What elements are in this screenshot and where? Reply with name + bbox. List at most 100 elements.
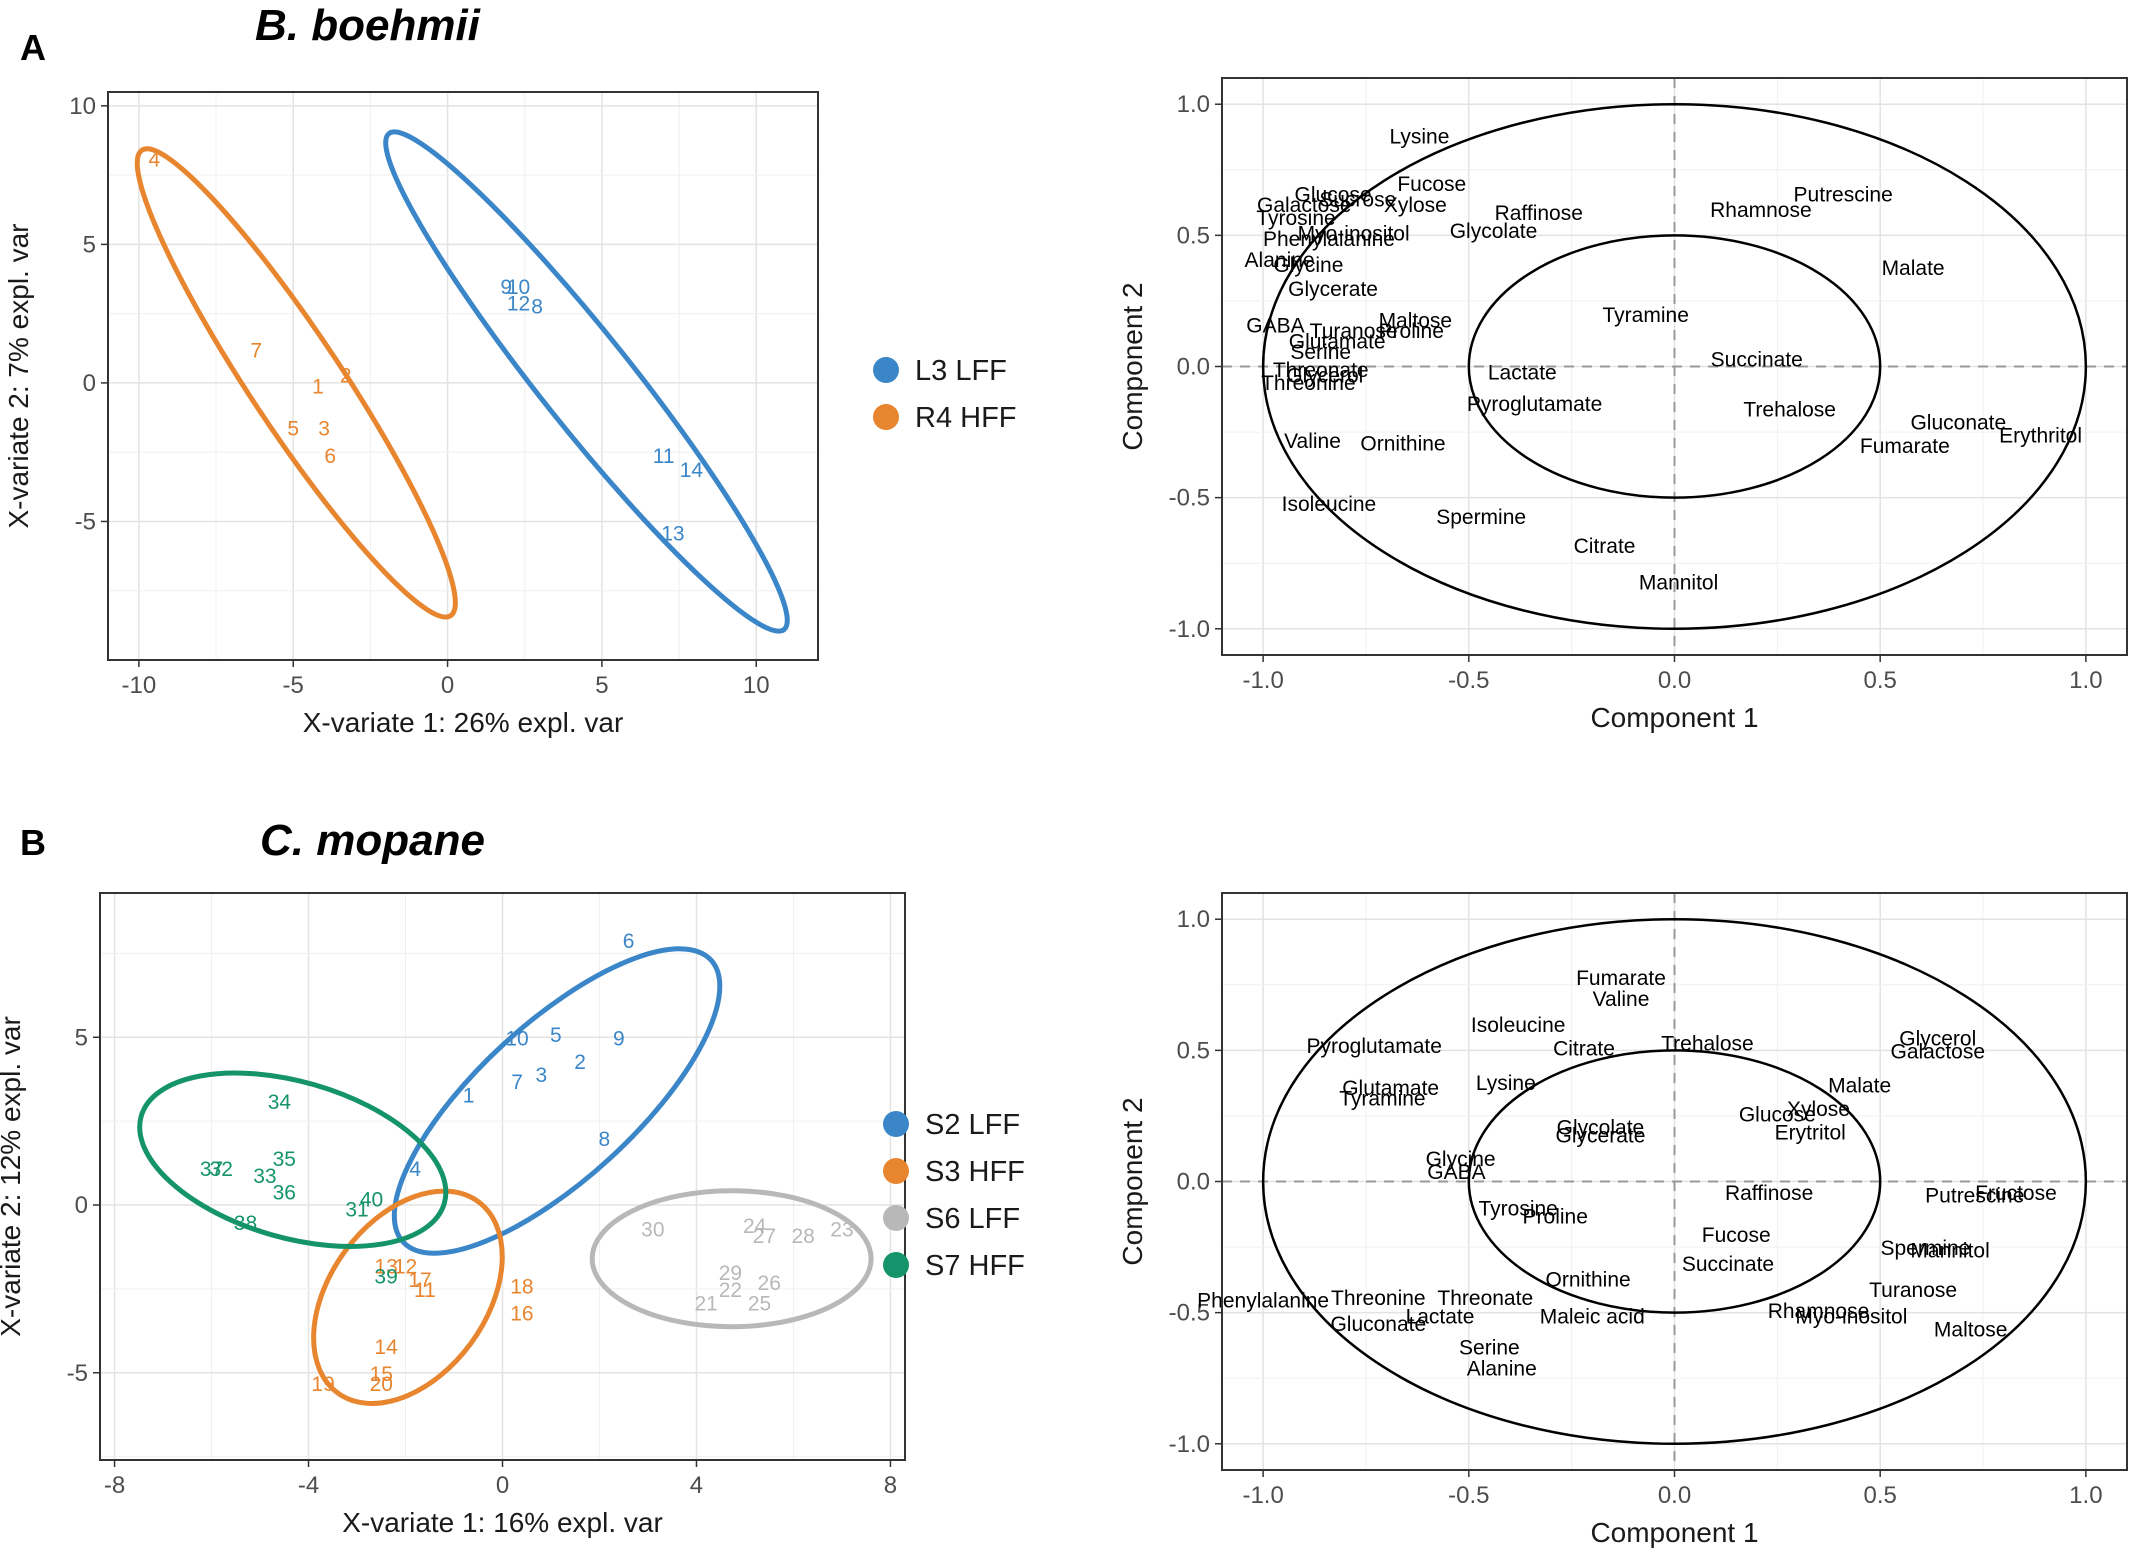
sample-label-s6-lff: 22 [719,1279,742,1302]
variable-label-threonate: Threonate [1273,359,1369,382]
sample-label-l3-lff: 14 [680,459,704,482]
variable-label-putrescine: Putrescine [1925,1185,2024,1208]
variable-label-glutamate: Glutamate [1342,1077,1439,1100]
sample-label-s2-lff: 9 [613,1027,625,1050]
variable-label-threonine: Threonine [1331,1287,1426,1310]
sample-label-s2-lff: 1 [463,1084,475,1107]
x-tick-label: 0.0 [1658,667,1691,694]
plot-border [1221,892,2128,1471]
variable-label-gluconate: Gluconate [1910,412,2006,435]
x-tick-label: 0 [441,672,454,699]
variable-label-gaba: GABA [1427,1161,1485,1184]
legend-label-r4-hff: R4 HFF [915,402,1017,434]
x-axis-title: X-variate 1: 16% expl. var [342,1507,663,1538]
variable-label-glycine: Glycine [1426,1148,1496,1171]
sample-label-s2-lff: 10 [505,1027,528,1050]
variable-label-galactose: Galactose [1890,1040,1985,1063]
variable-label-erytritol: Erytritol [1775,1122,1846,1145]
variable-label-ornithine: Ornithine [1360,433,1445,456]
x-tick-label: 0.0 [1658,1482,1691,1509]
variable-label-glycine: Glycine [1273,254,1343,277]
sample-label-s6-lff: 21 [694,1292,717,1315]
sample-label-r4-hff: 5 [287,417,299,440]
x-tick-label: 0.5 [1863,667,1896,694]
species-title-b: C. mopane [260,816,485,865]
variable-label-raffinose: Raffinose [1725,1182,1813,1205]
variable-label-sucrose: Sucrose [1319,189,1396,212]
variable-label-threonate: Threonate [1437,1287,1533,1310]
sample-label-s2-lff: 4 [409,1158,421,1181]
variable-label-turanose: Turanose [1310,320,1398,343]
x-axis-title: Component 1 [1590,702,1758,733]
variable-label-malate: Malate [1828,1074,1891,1097]
legend-swatch-s3-hff [883,1158,909,1184]
y-tick-label: 0.5 [1177,222,1210,249]
legend-label-s3-hff: S3 HFF [925,1156,1025,1188]
y-tick-label: 0 [75,1192,88,1219]
y-tick-label: 0 [83,370,96,397]
sample-label-s3-hff: 16 [510,1302,533,1325]
variable-label-myo-inositol: Myo-inositol [1298,223,1410,246]
variable-label-citrate: Citrate [1574,535,1636,558]
sample-label-r4-hff: 6 [324,445,336,468]
x-axis-title: X-variate 1: 26% expl. var [303,707,624,738]
x-tick-label: 8 [884,1472,897,1499]
variable-label-proline: Proline [1379,320,1444,343]
variable-label-glycolate: Glycolate [1450,220,1538,243]
x-tick-label: -0.5 [1448,1482,1489,1509]
variable-label-ornithine: Ornithine [1546,1269,1631,1292]
sample-label-s6-lff: 23 [830,1219,853,1242]
sample-label-s3-hff: 14 [374,1336,398,1359]
y-axis-title: Component 2 [1117,1097,1148,1265]
sample-label-s7-hff: 31 [345,1198,368,1221]
legend-swatch-s6-lff [883,1205,909,1231]
sample-label-s3-hff: 12 [394,1255,417,1278]
sample-label-r4-hff: 1 [312,376,324,399]
sample-label-s2-lff: 6 [623,930,635,953]
sample-label-l3-lff: 11 [653,445,675,468]
y-tick-label: 1.0 [1177,906,1210,933]
y-tick-label: -1.0 [1169,616,1210,643]
y-tick-label: 0.5 [1177,1037,1210,1064]
x-tick-label: 1.0 [2069,667,2102,694]
x-tick-label: -0.5 [1448,667,1489,694]
legend-label-l3-lff: L3 LFF [915,355,1007,387]
variable-label-citrate: Citrate [1553,1038,1615,1061]
variable-label-mannitol: Mannitol [1910,1240,1989,1263]
variable-label-fucose: Fucose [1702,1224,1771,1247]
variable-label-turanose: Turanose [1869,1279,1957,1302]
variable-label-malate: Malate [1882,257,1945,280]
x-tick-label: -4 [298,1472,319,1499]
confidence-ellipse-s6-lff [589,1188,874,1330]
variable-label-pyroglutamate: Pyroglutamate [1467,393,1602,416]
sample-label-s6-lff: 24 [743,1215,767,1238]
plot-border [107,91,819,661]
variable-label-tyrosine: Tyrosine [1256,207,1335,230]
sample-label-r4-hff: 4 [148,148,160,171]
x-tick-label: -8 [104,1472,125,1499]
variable-label-fumarate: Fumarate [1860,435,1950,458]
sample-label-s2-lff: 8 [598,1128,610,1151]
x-tick-label: -1.0 [1242,667,1283,694]
variable-label-phenylalanine: Phenylalanine [1197,1290,1329,1313]
variable-label-lysine: Lysine [1476,1072,1536,1095]
sample-label-r4-hff: 2 [340,365,352,388]
chart-b-loadings: -1.0 -0.5 0.0 0.5 1.0 -1.0 -0.5 0.0 0.5 1.0 Compon… [1117,892,2128,1548]
variable-label-putrescine: Putrescine [1794,183,1893,206]
variable-label-valine: Valine [1593,988,1650,1011]
sample-label-s7-hff: 37 [200,1158,223,1181]
y-tick-label: 10 [69,93,96,120]
variable-label-lactate: Lactate [1406,1305,1475,1328]
x-tick-label: 0 [496,1472,509,1499]
inner-correlation-circle [1467,1049,1882,1314]
variable-label-succinate: Succinate [1711,349,1803,372]
x-tick-label: 5 [595,672,608,699]
sample-label-s6-lff: 29 [719,1262,742,1285]
sample-label-s2-lff: 5 [550,1024,562,1047]
variable-label-xylose: Xylose [1787,1098,1850,1121]
variable-label-glutamate: Glutamate [1289,330,1386,353]
sample-label-s2-lff: 2 [574,1051,586,1074]
variable-label-trehalose: Trehalose [1661,1032,1754,1055]
variable-label-maltose: Maltose [1934,1318,2008,1341]
